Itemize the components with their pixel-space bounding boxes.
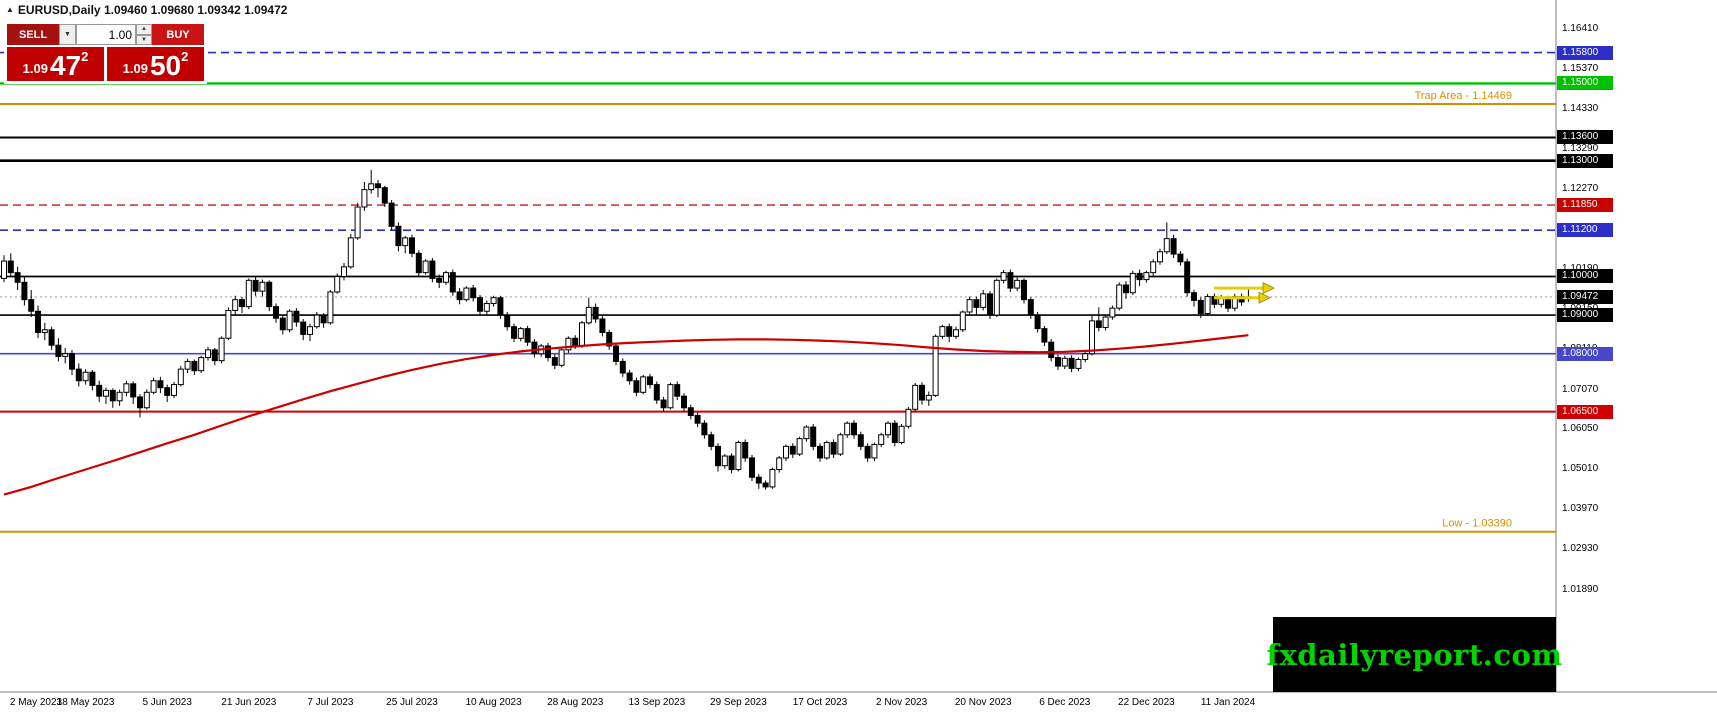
bid-price-prefix: 1.09 xyxy=(22,61,48,76)
date-label: 21 Jun 2023 xyxy=(221,697,277,708)
date-label: 17 Oct 2023 xyxy=(792,697,848,708)
symbol-triangle-icon: ▲ xyxy=(6,5,14,14)
date-label: 25 Jul 2023 xyxy=(386,697,438,708)
chevron-down-icon: ▼ xyxy=(141,36,147,43)
date-label: 5 Jun 2023 xyxy=(142,697,192,708)
date-label: 22 Dec 2023 xyxy=(1118,697,1175,708)
date-label: 29 Sep 2023 xyxy=(710,697,767,708)
moving-average-line xyxy=(3,334,1249,496)
right-arrow-head[interactable] xyxy=(1262,282,1275,295)
volume-dropdown-button[interactable]: ▼ xyxy=(59,24,76,45)
chevron-down-icon: ▼ xyxy=(64,31,71,38)
quotes-row: 1.09 47 2 1.09 50 2 xyxy=(7,47,204,81)
date-axis[interactable]: 2 May 2023 18 May 2023 5 Jun 2023 21 Jun 20… xyxy=(0,692,1717,716)
watermark-text: fxdailyreport.com xyxy=(1266,637,1563,672)
date-label: 10 Aug 2023 xyxy=(465,697,522,708)
right-arrow-head[interactable] xyxy=(1258,291,1271,304)
candlesticks xyxy=(1,169,1252,490)
ask-price-big-digits: 50 xyxy=(149,50,182,82)
watermark: fxdailyreport.com xyxy=(1266,617,1562,692)
volume-input[interactable] xyxy=(76,24,136,45)
chart-ohlc-text: EURUSD,Daily 1.09460 1.09680 1.09342 1.0… xyxy=(17,3,288,17)
trade-controls-row: SELL ▼ ▲ ▼ BUY xyxy=(7,24,204,45)
chevron-up-icon: ▲ xyxy=(141,26,147,33)
volume-decrease-button[interactable]: ▼ xyxy=(136,34,152,45)
volume-stepper: ▲ ▼ xyxy=(136,24,152,45)
bid-quote-button[interactable]: 1.09 47 2 xyxy=(7,47,104,81)
chart-title: ▲ EURUSD,Daily 1.09460 1.09680 1.09342 1.… xyxy=(6,3,287,17)
ask-price-pip-digit: 2 xyxy=(181,49,189,64)
volume-increase-button[interactable]: ▲ xyxy=(136,24,152,35)
sell-button[interactable]: SELL xyxy=(7,24,59,45)
ask-quote-button[interactable]: 1.09 50 2 xyxy=(107,47,204,81)
date-label: 6 Dec 2023 xyxy=(1039,697,1091,708)
date-label: 28 Aug 2023 xyxy=(547,697,604,708)
buy-button[interactable]: BUY xyxy=(152,24,204,45)
date-label: 2 May 2023 xyxy=(9,697,63,708)
date-label: 18 May 2023 xyxy=(56,697,115,708)
bid-price-pip-digit: 2 xyxy=(81,49,89,64)
ask-price-prefix: 1.09 xyxy=(122,61,148,76)
line-note-label: Low - 1.03390 xyxy=(1442,518,1512,530)
date-label: 2 Nov 2023 xyxy=(876,697,928,708)
line-note-label: Trap Area - 1.14469 xyxy=(1415,90,1512,102)
date-label: 7 Jul 2023 xyxy=(307,697,354,708)
date-label: 11 Jan 2024 xyxy=(1200,697,1256,708)
date-label: 20 Nov 2023 xyxy=(954,697,1012,708)
bid-price-big-digits: 47 xyxy=(49,50,82,82)
date-label: 13 Sep 2023 xyxy=(628,697,686,708)
